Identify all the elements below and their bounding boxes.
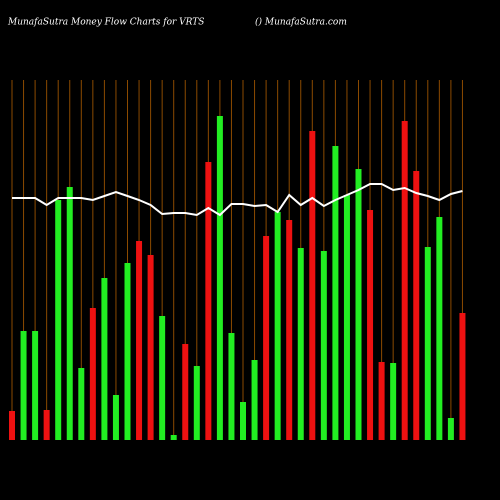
bar: [413, 171, 420, 440]
chart-title: MunafaSutra Money Flow Charts for VRTS: [7, 18, 204, 28]
bar: [401, 121, 408, 440]
bar: [89, 308, 96, 440]
bar: [147, 255, 154, 440]
bar: [78, 368, 85, 440]
bar: [297, 248, 304, 440]
money-flow-line: [12, 183, 463, 217]
bar: [182, 344, 189, 440]
bar: [436, 217, 443, 440]
bar: [309, 131, 316, 440]
bar: [101, 278, 108, 440]
bar: [447, 418, 454, 440]
bar: [378, 362, 385, 440]
bar: [240, 402, 246, 440]
bar: [66, 187, 73, 440]
bar: [20, 331, 27, 440]
bar: [367, 210, 374, 440]
bar: [286, 220, 293, 440]
bar: [459, 313, 466, 440]
bar: [43, 410, 50, 440]
bar: [170, 435, 177, 440]
bar: [9, 411, 15, 440]
bar: [424, 247, 431, 440]
bar: [193, 366, 200, 440]
bar: [274, 212, 281, 440]
bar: [112, 395, 119, 440]
chart-subtitle: () MunafaSutra.com: [255, 17, 347, 28]
bar: [343, 195, 350, 440]
bar: [320, 251, 327, 440]
bar: [124, 263, 131, 440]
bar: [390, 363, 397, 440]
bar: [355, 169, 362, 440]
bar: [136, 241, 143, 440]
bar: [251, 360, 258, 440]
bar: [228, 333, 235, 440]
bar: [32, 331, 39, 440]
bar: [216, 116, 223, 440]
bar: [55, 200, 62, 440]
bar: [332, 146, 339, 440]
bar: [263, 236, 270, 440]
bar: [159, 316, 166, 440]
bar: [205, 162, 212, 440]
